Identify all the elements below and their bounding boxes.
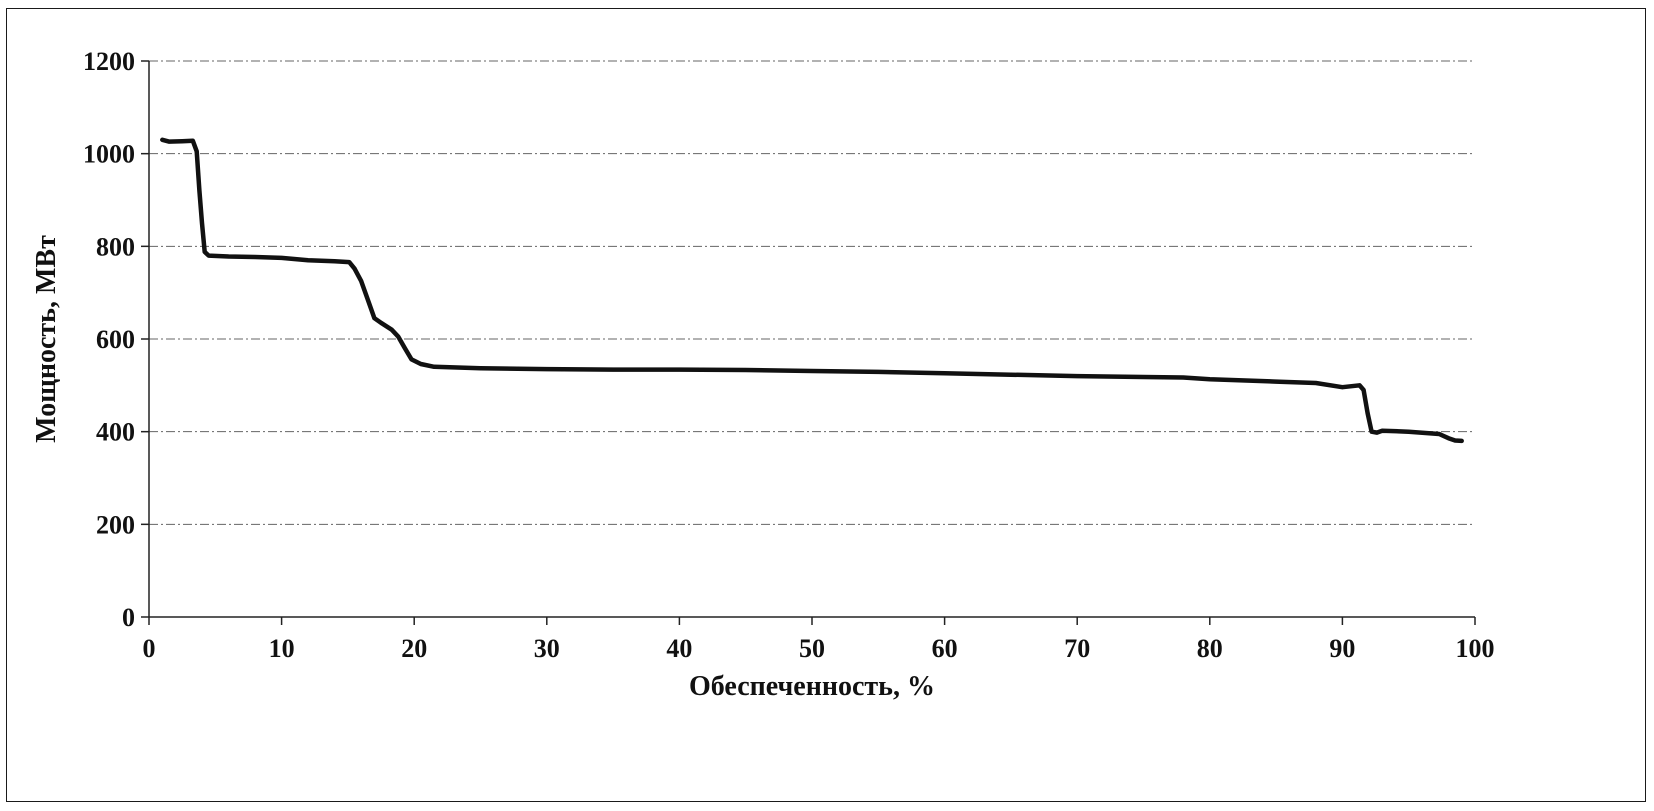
y-tick-label-200: 200 [96, 510, 135, 539]
x-tick-label-60: 60 [932, 634, 958, 663]
line-chart: 0 200 400 600 800 1000 1200 0 10 20 30 40 50 60 70 80 90… [31, 47, 1495, 702]
y-axis-title: Мощность, МВт [31, 235, 62, 443]
x-tick-label-30: 30 [534, 634, 560, 663]
series-line-0 [160, 137, 1464, 444]
x-tick-label-40: 40 [666, 634, 692, 663]
x-tick-label-70: 70 [1064, 634, 1090, 663]
y-tick-label-400: 400 [96, 418, 135, 447]
grid-lines [149, 60, 1475, 525]
x-tick-label-100: 100 [1456, 634, 1495, 663]
x-tick-label-90: 90 [1329, 634, 1355, 663]
x-tick-label-10: 10 [269, 634, 295, 663]
y-tick-label-1200: 1200 [83, 47, 135, 76]
tick-labels: 0 200 400 600 800 1000 1200 0 10 20 30 40 50 60 70 80 90… [83, 47, 1495, 663]
x-tick-label-20: 20 [401, 634, 427, 663]
x-tick-label-80: 80 [1197, 634, 1223, 663]
y-tick-label-0: 0 [122, 603, 135, 632]
y-tick-label-1000: 1000 [83, 140, 135, 169]
x-tick-label-50: 50 [799, 634, 825, 663]
y-tick-label-800: 800 [96, 232, 135, 261]
axes [141, 60, 1476, 625]
series-layer [160, 137, 1464, 444]
x-axis-title: Обеспеченность, % [689, 671, 935, 702]
chart-frame: 0 200 400 600 800 1000 1200 0 10 20 30 40 50 60 70 80 90… [6, 8, 1646, 802]
x-tick-label-0: 0 [143, 634, 156, 663]
y-tick-label-600: 600 [96, 325, 135, 354]
